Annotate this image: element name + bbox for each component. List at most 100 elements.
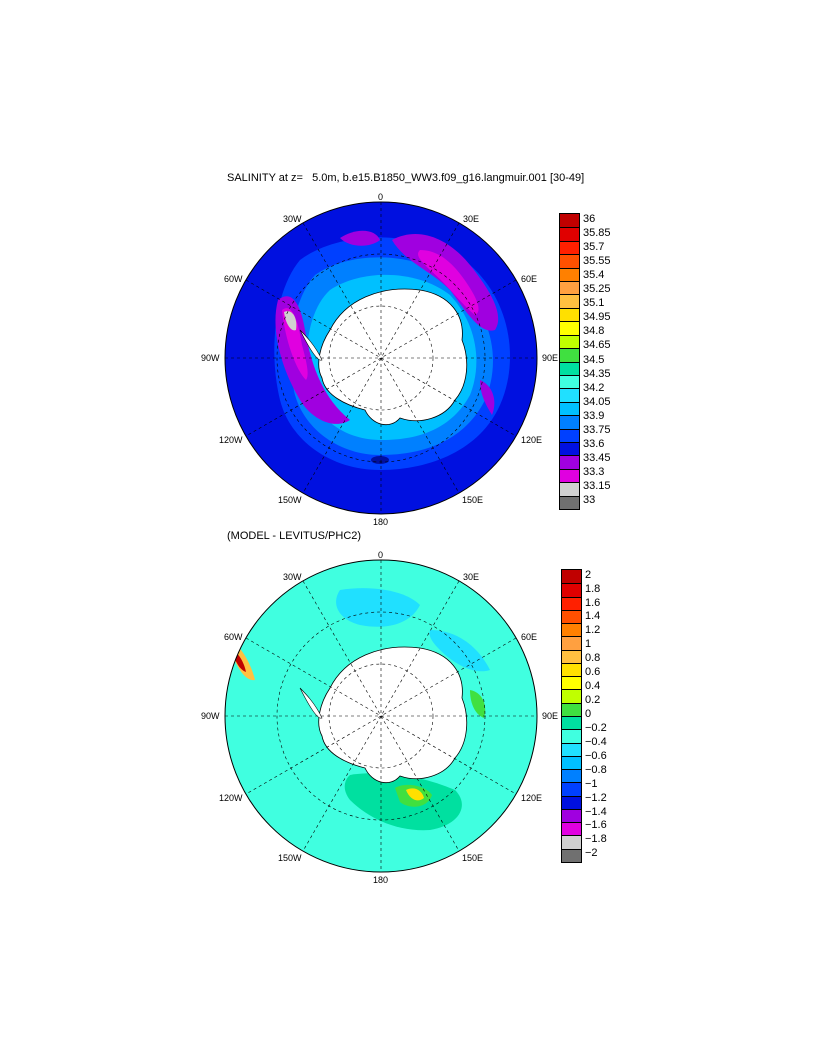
lon-label-60e: 60E xyxy=(521,274,538,284)
colorbar-swatch xyxy=(560,388,579,403)
colorbar-swatch xyxy=(560,482,579,497)
lon-label-150e: 150E xyxy=(462,495,484,505)
colorbar-label: 33 xyxy=(583,494,596,507)
colorbar-label: 1.6 xyxy=(585,596,601,609)
colorbar-swatch xyxy=(562,782,581,797)
lon-label-0: 0 xyxy=(378,192,384,202)
lon-label-90w: 90W xyxy=(201,711,220,721)
colorbar-label: 1.4 xyxy=(585,610,601,623)
colorbar-label: −2 xyxy=(585,847,598,860)
colorbar-swatch xyxy=(560,214,579,228)
colorbar-label: 34.35 xyxy=(583,367,611,380)
lon-label-90e: 90E xyxy=(542,711,559,721)
colorbar-label: 34.5 xyxy=(583,353,605,366)
colorbar-label: 2 xyxy=(585,568,592,581)
colorbar-label: 0.6 xyxy=(585,666,601,679)
lon-label-150w: 150W xyxy=(278,853,302,863)
colorbar-swatch xyxy=(562,596,581,611)
colorbar-swatch xyxy=(560,267,579,282)
colorbar-label: 33.6 xyxy=(583,437,605,450)
colorbar-swatch xyxy=(560,415,579,430)
colorbar-swatch xyxy=(560,321,579,336)
lon-label-150e: 150E xyxy=(462,853,484,863)
panel1-title: SALINITY at z= 5.0m, b.e15.B1850_WW3.f09… xyxy=(227,172,585,184)
colorbar-label: 1 xyxy=(585,638,592,651)
lon-label-0: 0 xyxy=(378,550,384,560)
colorbar-swatch xyxy=(562,729,581,744)
colorbar-swatch xyxy=(560,361,579,376)
colorbar-swatch xyxy=(560,281,579,295)
colorbar-swatch xyxy=(562,795,581,810)
colorbar-swatch xyxy=(560,428,579,443)
colorbar-label: 0.2 xyxy=(585,694,601,707)
lon-label-60w: 60W xyxy=(224,274,243,284)
lon-label-90e: 90E xyxy=(542,353,559,363)
lon-label-30e: 30E xyxy=(463,214,480,224)
colorbar-label: 33.9 xyxy=(583,409,605,422)
colorbar-swatch xyxy=(562,769,581,783)
lon-label-30w: 30W xyxy=(283,572,302,582)
graticule xyxy=(225,202,537,514)
colorbar-swatch xyxy=(560,441,579,456)
colorbar-swatch xyxy=(560,240,579,255)
colorbar-swatch xyxy=(562,742,581,757)
colorbar-label: 33.15 xyxy=(583,480,611,493)
colorbar-swatch xyxy=(562,689,581,704)
colorbar-label: 34.95 xyxy=(583,311,611,324)
lon-label-120w: 120W xyxy=(219,793,243,803)
colorbar-swatch xyxy=(560,374,579,389)
colorbar-label: −0.8 xyxy=(585,763,607,776)
colorbar-swatch xyxy=(560,334,579,349)
lon-label-150w: 150W xyxy=(278,495,302,505)
colorbar-label: −1.8 xyxy=(585,833,607,846)
colorbar-swatch xyxy=(562,835,581,850)
colorbar-label: 36 xyxy=(583,212,596,225)
colorbar-label: 0 xyxy=(585,708,592,720)
lon-label-120e: 120E xyxy=(521,435,543,445)
colorbar-label: 1.8 xyxy=(585,582,601,595)
colorbar-label: 35.7 xyxy=(583,240,605,253)
colorbar-swatch xyxy=(562,822,581,836)
colorbar-swatch xyxy=(562,583,581,598)
colorbar-label: 34.8 xyxy=(583,325,605,338)
colorbar-swatch xyxy=(562,676,581,690)
colorbar-label: 35.55 xyxy=(583,254,611,267)
lon-label-180: 180 xyxy=(373,517,389,527)
panel2-title: (MODEL - LEVITUS/PHC2) xyxy=(227,530,362,542)
colorbar-label: 33.75 xyxy=(583,423,611,436)
colorbar-swatch xyxy=(562,623,581,637)
lon-label-30w: 30W xyxy=(283,214,302,224)
colorbar-swatch xyxy=(562,702,581,717)
colorbar xyxy=(561,569,582,863)
colorbar-label: 35.85 xyxy=(583,226,611,239)
colorbar xyxy=(559,213,580,510)
colorbar-swatch xyxy=(560,254,579,269)
colorbar-swatch xyxy=(562,755,581,770)
colorbar-label: 34.2 xyxy=(583,381,605,394)
colorbar-label: 33.45 xyxy=(583,452,611,465)
colorbar-swatch xyxy=(562,662,581,677)
colorbar-label: −1 xyxy=(585,777,598,790)
colorbar-swatch xyxy=(560,455,579,470)
colorbar-swatch xyxy=(560,348,579,362)
colorbar-swatch xyxy=(562,808,581,823)
antarctica-shape xyxy=(318,646,468,784)
lon-label-60w: 60W xyxy=(224,632,243,642)
colorbar-label: −1.6 xyxy=(585,819,607,832)
colorbar-swatch xyxy=(560,401,579,416)
colorbar-label: −1.2 xyxy=(585,791,607,804)
colorbar-swatch xyxy=(560,227,579,242)
lon-label-30e: 30E xyxy=(463,572,480,582)
graticule xyxy=(225,560,537,872)
colorbar-label: 1.2 xyxy=(585,624,601,637)
colorbar-swatch xyxy=(560,307,579,322)
colorbar-label: 35.25 xyxy=(583,283,611,296)
colorbar-label: −0.4 xyxy=(585,735,607,748)
colorbar-label: 33.3 xyxy=(583,466,605,479)
antarctica-shape xyxy=(318,288,468,426)
colorbar-swatch xyxy=(562,609,581,624)
colorbar-label: −0.2 xyxy=(585,721,607,734)
colorbar-swatch xyxy=(562,570,581,584)
colorbar-swatch xyxy=(562,649,581,664)
